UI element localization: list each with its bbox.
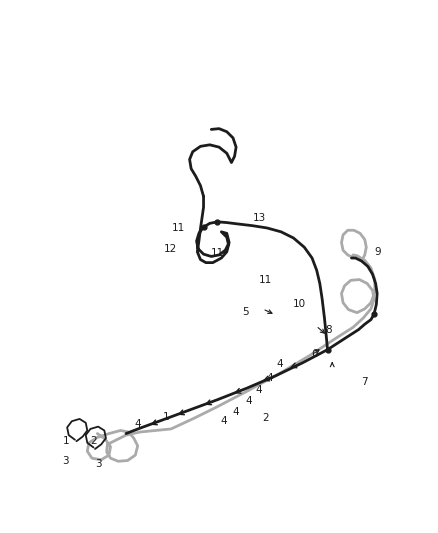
Text: 5: 5: [242, 307, 248, 317]
Text: 4: 4: [267, 373, 273, 383]
Text: 11: 11: [172, 223, 185, 233]
Text: 3: 3: [63, 456, 69, 465]
Text: 4: 4: [245, 396, 251, 406]
Text: 1: 1: [163, 413, 170, 422]
Text: 4: 4: [277, 359, 283, 369]
Text: 6: 6: [311, 349, 318, 359]
Text: 4: 4: [135, 418, 141, 429]
Text: 2: 2: [90, 436, 97, 446]
Text: 10: 10: [293, 299, 306, 309]
Text: 12: 12: [164, 244, 177, 254]
Text: 13: 13: [252, 213, 265, 223]
Text: 4: 4: [233, 407, 239, 417]
Text: 11: 11: [210, 248, 224, 259]
Text: 7: 7: [361, 377, 367, 387]
Text: 4: 4: [256, 385, 262, 395]
Text: 3: 3: [95, 459, 102, 470]
Text: 11: 11: [258, 274, 272, 285]
Text: 8: 8: [325, 325, 332, 335]
Text: 2: 2: [262, 413, 269, 423]
Text: 1: 1: [63, 436, 69, 446]
Text: 9: 9: [374, 247, 381, 257]
Text: 4: 4: [220, 416, 227, 426]
